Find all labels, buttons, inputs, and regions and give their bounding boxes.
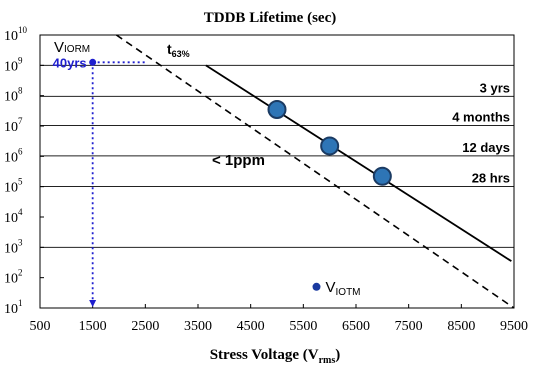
x-axis-title-main: Stress Voltage (V (210, 347, 319, 363)
y-tick-label: 105 (4, 177, 23, 196)
x-tick-label: 5500 (289, 319, 317, 334)
viorm-label: VIORM (54, 39, 90, 56)
reference-line-label: 12 days (462, 140, 510, 155)
y-tick-label: 1010 (4, 25, 28, 44)
viorm-point (89, 58, 97, 66)
marks-layer (89, 58, 392, 307)
data-point (267, 99, 287, 119)
y-tick-label: 102 (4, 268, 23, 287)
ppm-label: < 1ppm (212, 152, 265, 169)
reference-line-label: 3 yrs (480, 80, 510, 95)
x-tick-label: 9500 (500, 319, 528, 334)
x-axis-title: Stress Voltage (Vrms) (210, 347, 341, 366)
series-layer (115, 34, 515, 309)
x-tick-label: 2500 (131, 319, 159, 334)
labels-layer: 3 yrs 4 months 12 days 28 hrs t63% < 1ppm 40yr… (53, 39, 510, 298)
y-tick-label: 106 (4, 146, 23, 165)
x-tick-label: 4500 (237, 319, 265, 334)
x-axis-title-close: ) (335, 347, 340, 363)
reference-line-label: 28 hrs (472, 171, 510, 186)
plot-frame (39, 34, 515, 309)
t63-solid-line (205, 64, 512, 262)
y-tick-label: 107 (4, 116, 23, 135)
y-tick-label: 104 (4, 207, 23, 226)
y-tick-label: 108 (4, 86, 23, 105)
reference-line-label: 4 months (452, 110, 510, 125)
data-point (320, 136, 340, 156)
x-tick-label: 3500 (184, 319, 212, 334)
x-tick-label: 7500 (395, 319, 423, 334)
viorm-arrowhead (89, 300, 97, 307)
y-tick-label: 103 (4, 237, 23, 256)
chart-title: TDDB Lifetime (sec) (204, 10, 336, 26)
x-axis-title-sub: rms (319, 355, 336, 366)
y-tick-label: 109 (4, 55, 23, 74)
viorm-40yrs-label: 40yrs (53, 55, 87, 70)
data-point (372, 166, 392, 186)
x-tick-label: 8500 (447, 319, 475, 334)
x-tick-labels: 500 1500 2500 3500 4500 5500 6500 7500 8500 9500 (30, 319, 529, 334)
grid-layer (39, 34, 515, 309)
y-tick-label: 101 (4, 298, 23, 317)
viotm-point (312, 282, 321, 291)
t63-label: t63% (167, 41, 190, 59)
x-tick-label: 6500 (342, 319, 370, 334)
x-tick-label: 500 (30, 319, 51, 334)
x-tick-label: 1500 (79, 319, 107, 334)
y-tick-labels: 101 102 103 104 105 106 107 108 109 1010 (4, 25, 28, 317)
ppm-dashed-line (115, 34, 515, 309)
viotm-label: VIOTM (326, 279, 361, 298)
